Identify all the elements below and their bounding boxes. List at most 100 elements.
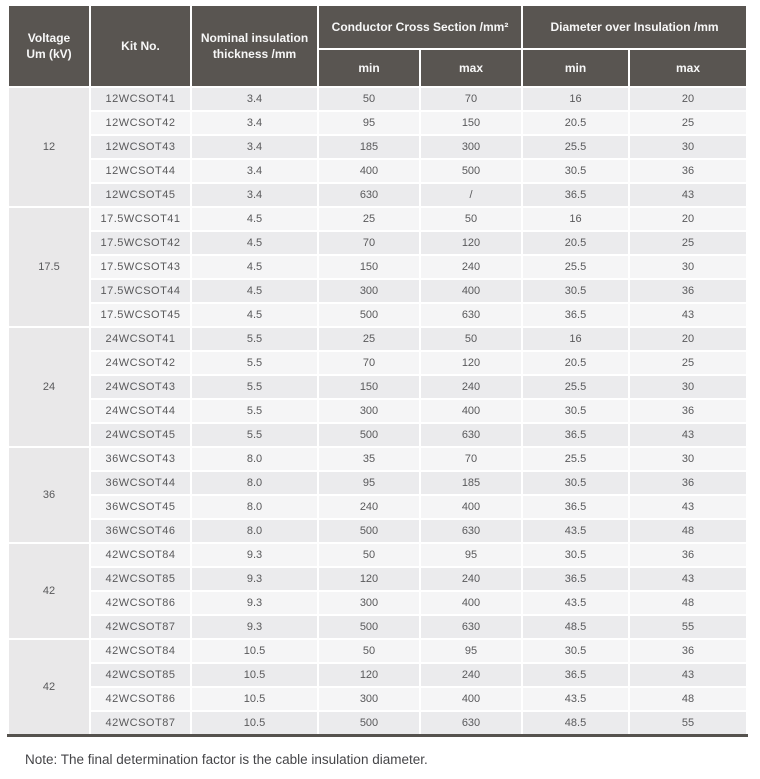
cell-kit-no: 24WCSOT42: [89, 350, 192, 376]
cell-ccs-min: 500: [317, 710, 421, 737]
cell-kit-no: 17.5WCSOT45: [89, 302, 192, 328]
cell-thickness: 5.5: [190, 350, 319, 376]
cell-doi-max: 20: [627, 326, 749, 352]
table-body: 12 12WCSOT41 3.4 50 70 16 20 12WCSOT42 3.4 95 150 2…: [7, 86, 749, 737]
header-doi-max: max: [627, 48, 749, 88]
table-row: 17.5 17.5WCSOT41 4.5 25 50 16 20: [7, 206, 749, 328]
table-row: 42 42WCSOT84 9.3 50 95 30.5 36: [7, 542, 749, 640]
cell-thickness: 5.5: [190, 374, 319, 400]
cell-ccs-max: 70: [419, 86, 523, 112]
cell-ccs-max: 400: [419, 398, 523, 424]
cell-thickness: 9.3: [190, 566, 319, 592]
cell-ccs-min: 500: [317, 302, 421, 328]
cell-doi-min: 30.5: [521, 278, 630, 304]
cell-doi-min: 20.5: [521, 350, 630, 376]
cell-ccs-max: 120: [419, 230, 523, 256]
cell-doi-max: 25: [627, 230, 749, 256]
cell-thickness: 5.5: [190, 422, 319, 448]
cell-kit-no: 42WCSOT87: [89, 614, 192, 640]
cell-doi-max: 36: [627, 398, 749, 424]
cell-kit-no: 42WCSOT84: [89, 542, 192, 568]
cell-doi-min: 48.5: [521, 710, 630, 737]
cell-kit-no: 24WCSOT45: [89, 422, 192, 448]
cell-kit-no: 42WCSOT84: [89, 638, 192, 664]
cell-kit-no: 17.5WCSOT43: [89, 254, 192, 280]
header-kit-no: Kit No.: [89, 4, 192, 88]
table-row: 42WCSOT85 10.5 120 240 36.5 43: [8, 662, 749, 688]
cell-ccs-min: 500: [317, 614, 421, 640]
cell-ccs-min: 70: [317, 230, 421, 256]
cell-doi-min: 16: [521, 326, 630, 352]
cell-thickness: 8.0: [190, 470, 319, 496]
cell-thickness: 3.4: [190, 134, 319, 160]
cell-thickness: 3.4: [190, 110, 319, 136]
cell-ccs-min: 300: [317, 686, 421, 712]
table-row: 17.5WCSOT43 4.5 150 240 25.5 30: [8, 254, 749, 280]
cell-doi-max: 48: [627, 518, 749, 544]
cell-ccs-max: 240: [419, 374, 523, 400]
cell-doi-max: 25: [627, 350, 749, 376]
cell-kit-no: 12WCSOT45: [89, 182, 192, 208]
cell-doi-max: 48: [627, 686, 749, 712]
cell-ccs-max: 240: [419, 662, 523, 688]
cell-thickness: 9.3: [190, 542, 319, 568]
cell-thickness: 8.0: [190, 494, 319, 520]
table-header: Voltage Um (kV) Kit No. Nominal insulati…: [7, 4, 749, 88]
cell-doi-max: 30: [627, 134, 749, 160]
cell-doi-min: 30.5: [521, 470, 630, 496]
cell-doi-min: 36.5: [521, 494, 630, 520]
cell-ccs-max: 630: [419, 614, 523, 640]
cell-doi-min: 43.5: [521, 590, 630, 616]
header-sub-row: min max min max: [8, 48, 749, 88]
cell-ccs-max: 95: [419, 638, 523, 664]
cell-doi-max: 43: [627, 494, 749, 520]
cell-ccs-max: 70: [419, 446, 523, 472]
cell-thickness: 4.5: [190, 302, 319, 328]
header-conductor-cross-section: Conductor Cross Section /mm²: [317, 4, 523, 50]
cell-ccs-max: 630: [419, 302, 523, 328]
cell-thickness: 10.5: [190, 638, 319, 664]
cell-ccs-min: 300: [317, 278, 421, 304]
table-row: 12WCSOT43 3.4 185 300 25.5 30: [8, 134, 749, 160]
cell-kit-no: 12WCSOT41: [89, 86, 192, 112]
cell-ccs-max: 120: [419, 350, 523, 376]
cell-voltage: 17.5: [7, 206, 91, 328]
cell-ccs-min: 50: [317, 86, 421, 112]
cell-kit-no: 12WCSOT43: [89, 134, 192, 160]
cell-kit-no: 17.5WCSOT44: [89, 278, 192, 304]
cell-ccs-max: 95: [419, 542, 523, 568]
cell-ccs-max: 400: [419, 494, 523, 520]
header-ccs-min: min: [317, 48, 421, 88]
table-row: 36WCSOT46 8.0 500 630 43.5 48: [8, 518, 749, 544]
header-diameter-over-insulation: Diameter over Insulation /mm: [520, 4, 749, 50]
cell-ccs-max: 630: [419, 518, 523, 544]
cell-kit-no: 36WCSOT43: [89, 446, 192, 472]
cell-ccs-min: 95: [317, 110, 421, 136]
table-row: 12WCSOT45 3.4 630/36.5 43: [8, 182, 749, 208]
header-ccs-max: max: [419, 48, 523, 88]
cell-thickness: 10.5: [190, 710, 319, 737]
cell-doi-min: 36.5: [521, 662, 630, 688]
header-nominal-insulation: Nominal insulation thickness /mm: [190, 4, 319, 88]
table-row: 42WCSOT85 9.3 120 240 36.5 43: [8, 566, 749, 592]
table-row: 42 42WCSOT84 10.5 50 95 30.5 36: [7, 638, 749, 737]
table-row: 42WCSOT87 10.5 500 630 48.5 55: [8, 710, 749, 737]
cell-thickness: 4.5: [190, 230, 319, 256]
cell-kit-no: 36WCSOT46: [89, 518, 192, 544]
cell-doi-min: 36.5: [521, 422, 630, 448]
cell-kit-no: 42WCSOT87: [89, 710, 192, 737]
cell-ccs-max: 630: [419, 422, 523, 448]
table-row: 24WCSOT43 5.5 150 240 25.5 30: [8, 374, 749, 400]
cell-thickness: 8.0: [190, 518, 319, 544]
note-text: Note: The final determination factor is …: [25, 752, 428, 767]
cell-kit-no: 42WCSOT86: [89, 686, 192, 712]
table-row: 12WCSOT42 3.4 95 150 20.5 25: [8, 110, 749, 136]
cell-doi-max: 43: [627, 302, 749, 328]
cell-thickness: 10.5: [190, 686, 319, 712]
cell-ccs-min: 50: [317, 542, 421, 568]
cell-kit-no: 24WCSOT41: [89, 326, 192, 352]
cell-ccs-max: 50: [419, 206, 523, 232]
cell-kit-no: 17.5WCSOT41: [89, 206, 192, 232]
table-row: 24WCSOT44 5.5 300 400 30.5 36: [8, 398, 749, 424]
cell-doi-min: 16: [521, 86, 630, 112]
